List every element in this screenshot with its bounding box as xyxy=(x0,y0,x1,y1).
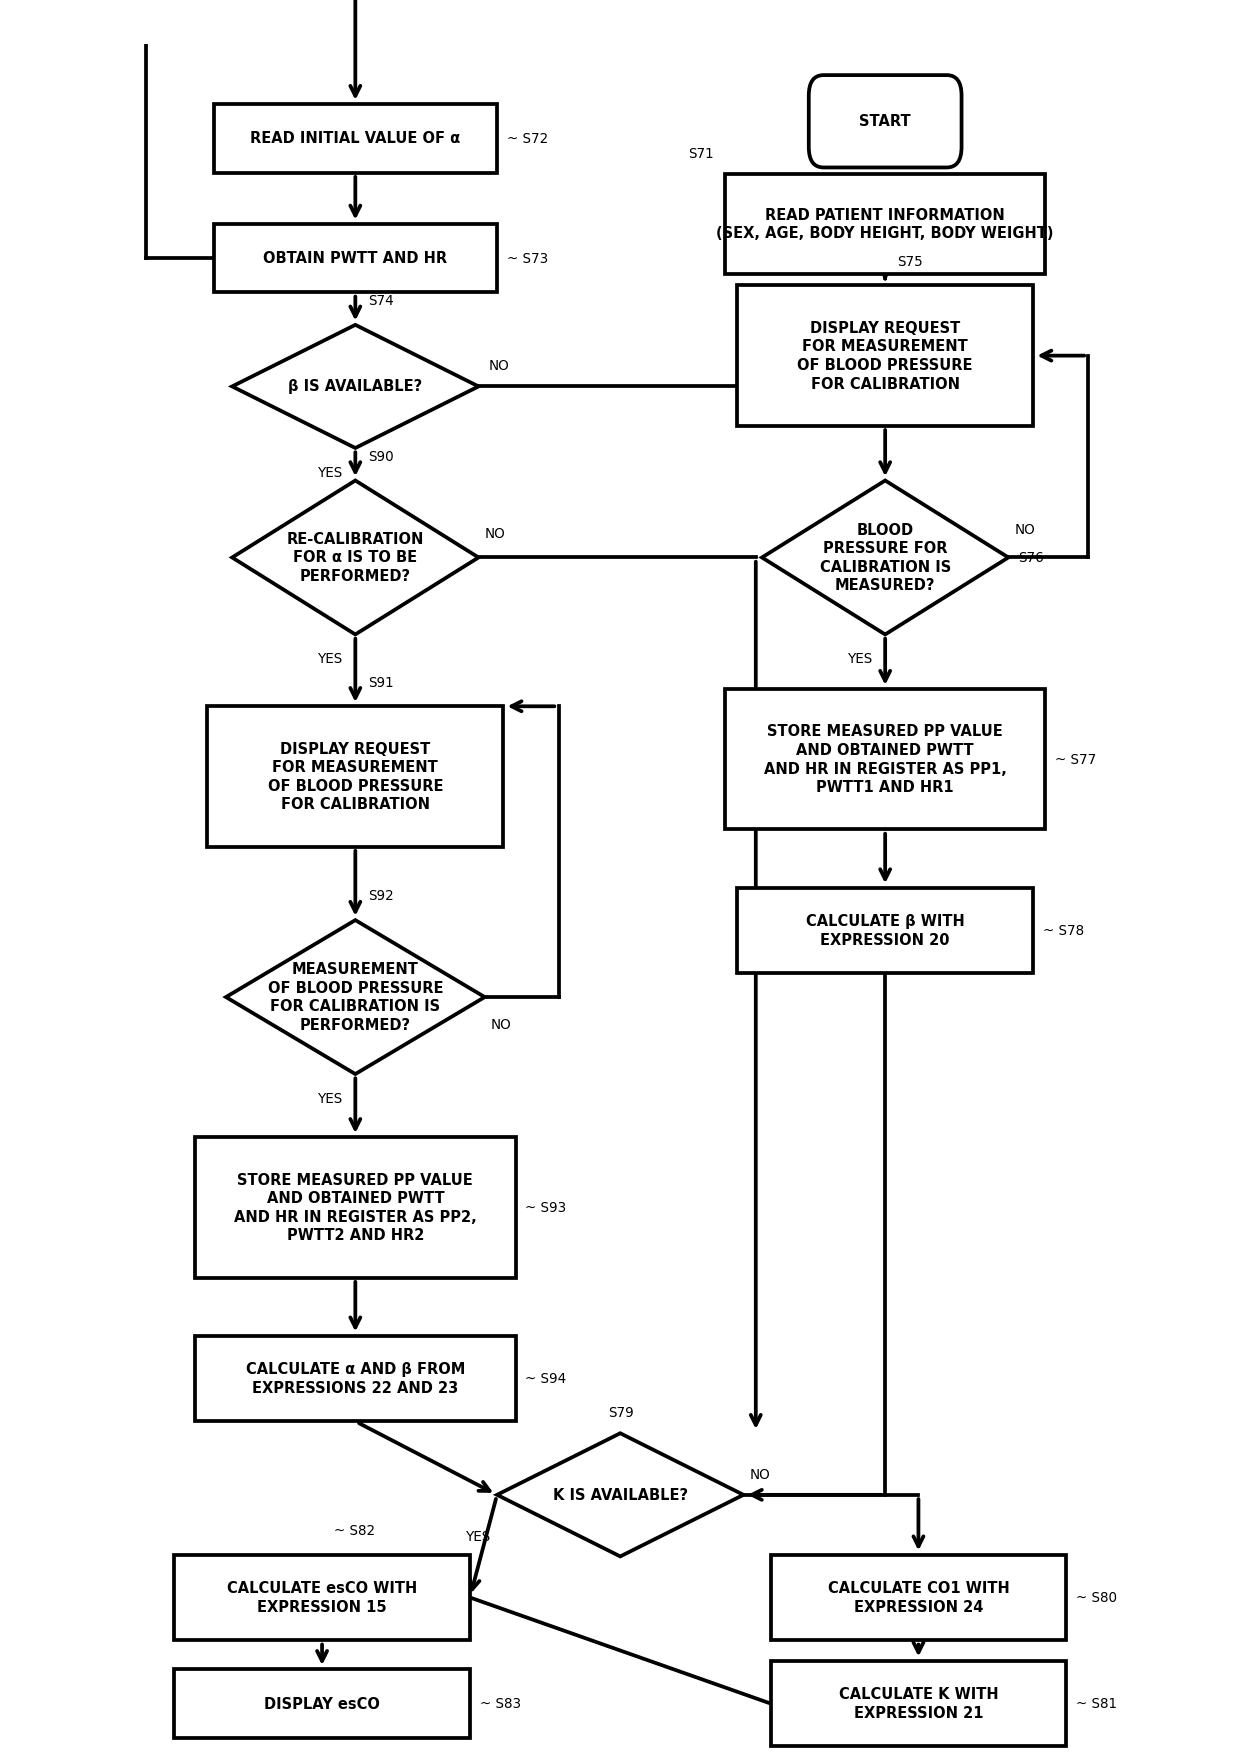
Text: ~ S82: ~ S82 xyxy=(335,1523,376,1537)
Text: ~ S78: ~ S78 xyxy=(1043,923,1084,938)
Text: CALCULATE esCO WITH
EXPRESSION 15: CALCULATE esCO WITH EXPRESSION 15 xyxy=(227,1581,417,1615)
Text: ~ S80: ~ S80 xyxy=(1076,1590,1117,1604)
Text: ~ S72: ~ S72 xyxy=(507,132,548,146)
FancyBboxPatch shape xyxy=(737,287,1033,426)
Text: DISPLAY REQUEST
FOR MEASUREMENT
OF BLOOD PRESSURE
FOR CALIBRATION: DISPLAY REQUEST FOR MEASUREMENT OF BLOOD… xyxy=(268,741,443,813)
Text: S91: S91 xyxy=(367,675,393,690)
Text: YES: YES xyxy=(465,1529,491,1543)
FancyBboxPatch shape xyxy=(808,76,961,167)
Text: S71: S71 xyxy=(688,148,713,162)
Text: K IS AVAILABLE?: K IS AVAILABLE? xyxy=(553,1488,687,1502)
Text: NO: NO xyxy=(489,359,508,373)
Text: READ INITIAL VALUE OF α: READ INITIAL VALUE OF α xyxy=(250,132,460,146)
Text: RE-CALIBRATION
FOR α IS TO BE
PERFORMED?: RE-CALIBRATION FOR α IS TO BE PERFORMED? xyxy=(286,531,424,584)
Text: CALCULATE α AND β FROM
EXPRESSIONS 22 AND 23: CALCULATE α AND β FROM EXPRESSIONS 22 AN… xyxy=(246,1361,465,1395)
Text: START: START xyxy=(859,114,910,128)
FancyBboxPatch shape xyxy=(174,1555,470,1639)
Text: YES: YES xyxy=(848,653,873,667)
Polygon shape xyxy=(232,325,479,449)
Text: β IS AVAILABLE?: β IS AVAILABLE? xyxy=(288,380,423,394)
Polygon shape xyxy=(761,480,1008,635)
Polygon shape xyxy=(232,480,479,635)
Text: READ PATIENT INFORMATION
(SEX, AGE, BODY HEIGHT, BODY WEIGHT): READ PATIENT INFORMATION (SEX, AGE, BODY… xyxy=(717,208,1054,241)
Text: ~ S83: ~ S83 xyxy=(480,1696,521,1710)
Text: S75: S75 xyxy=(897,255,923,269)
FancyBboxPatch shape xyxy=(770,1660,1066,1747)
Text: NO: NO xyxy=(749,1467,770,1481)
FancyBboxPatch shape xyxy=(213,104,497,172)
FancyBboxPatch shape xyxy=(724,690,1045,830)
Text: CALCULATE CO1 WITH
EXPRESSION 24: CALCULATE CO1 WITH EXPRESSION 24 xyxy=(827,1581,1009,1615)
Text: CALCULATE K WITH
EXPRESSION 21: CALCULATE K WITH EXPRESSION 21 xyxy=(838,1687,998,1720)
Text: YES: YES xyxy=(319,466,343,480)
FancyBboxPatch shape xyxy=(724,174,1045,274)
Text: STORE MEASURED PP VALUE
AND OBTAINED PWTT
AND HR IN REGISTER AS PP2,
PWTT2 AND H: STORE MEASURED PP VALUE AND OBTAINED PWT… xyxy=(234,1171,476,1244)
Text: S90: S90 xyxy=(367,450,393,464)
Text: ~ S93: ~ S93 xyxy=(526,1201,567,1215)
Text: CALCULATE β WITH
EXPRESSION 20: CALCULATE β WITH EXPRESSION 20 xyxy=(806,915,965,948)
FancyBboxPatch shape xyxy=(174,1669,470,1738)
FancyBboxPatch shape xyxy=(195,1335,516,1421)
Text: NO: NO xyxy=(485,526,505,540)
Text: S92: S92 xyxy=(367,890,393,902)
Text: ~ S73: ~ S73 xyxy=(507,252,548,266)
Text: DISPLAY REQUEST
FOR MEASUREMENT
OF BLOOD PRESSURE
FOR CALIBRATION: DISPLAY REQUEST FOR MEASUREMENT OF BLOOD… xyxy=(797,320,972,392)
Text: ~ S77: ~ S77 xyxy=(1055,753,1096,767)
Text: ~ S81: ~ S81 xyxy=(1076,1696,1117,1710)
FancyBboxPatch shape xyxy=(737,888,1033,973)
FancyBboxPatch shape xyxy=(213,225,497,292)
Text: S76: S76 xyxy=(1018,551,1044,565)
Text: MEASUREMENT
OF BLOOD PRESSURE
FOR CALIBRATION IS
PERFORMED?: MEASUREMENT OF BLOOD PRESSURE FOR CALIBR… xyxy=(268,962,443,1033)
Text: BLOOD
PRESSURE FOR
CALIBRATION IS
MEASURED?: BLOOD PRESSURE FOR CALIBRATION IS MEASUR… xyxy=(820,522,950,593)
Text: OBTAIN PWTT AND HR: OBTAIN PWTT AND HR xyxy=(263,252,448,266)
FancyBboxPatch shape xyxy=(207,707,503,846)
Text: STORE MEASURED PP VALUE
AND OBTAINED PWTT
AND HR IN REGISTER AS PP1,
PWTT1 AND H: STORE MEASURED PP VALUE AND OBTAINED PWT… xyxy=(764,725,1006,795)
Polygon shape xyxy=(226,920,485,1075)
Text: DISPLAY esCO: DISPLAY esCO xyxy=(264,1696,379,1712)
Text: S74: S74 xyxy=(367,294,393,308)
FancyBboxPatch shape xyxy=(770,1555,1066,1639)
Text: S79: S79 xyxy=(608,1405,634,1420)
Text: ~ S94: ~ S94 xyxy=(526,1372,567,1386)
Text: NO: NO xyxy=(491,1018,511,1033)
FancyBboxPatch shape xyxy=(195,1138,516,1277)
Text: YES: YES xyxy=(319,653,343,667)
Text: YES: YES xyxy=(319,1091,343,1105)
Polygon shape xyxy=(497,1434,743,1557)
Text: NO: NO xyxy=(1014,522,1035,536)
